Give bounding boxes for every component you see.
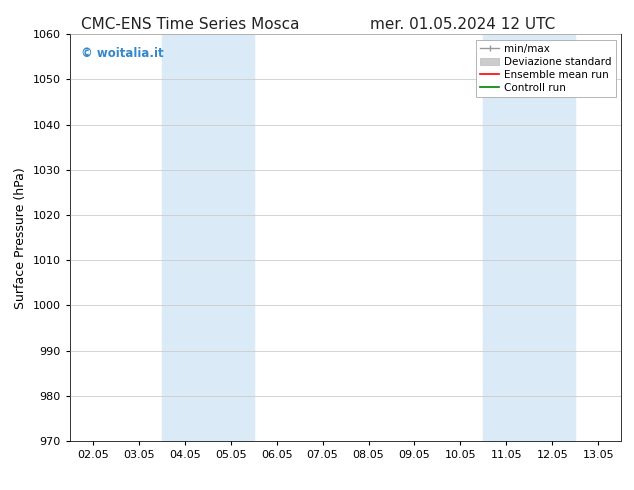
Bar [483,34,575,441]
Bar [162,34,254,441]
Y-axis label: Surface Pressure (hPa): Surface Pressure (hPa) [14,167,27,309]
Text: mer. 01.05.2024 12 UTC: mer. 01.05.2024 12 UTC [370,17,555,32]
Text: © woitalia.it: © woitalia.it [81,47,164,59]
Text: CMC-ENS Time Series Mosca: CMC-ENS Time Series Mosca [81,17,299,32]
Legend: min/max, Deviazione standard, Ensemble mean run, Controll run: min/max, Deviazione standard, Ensemble m… [476,40,616,97]
